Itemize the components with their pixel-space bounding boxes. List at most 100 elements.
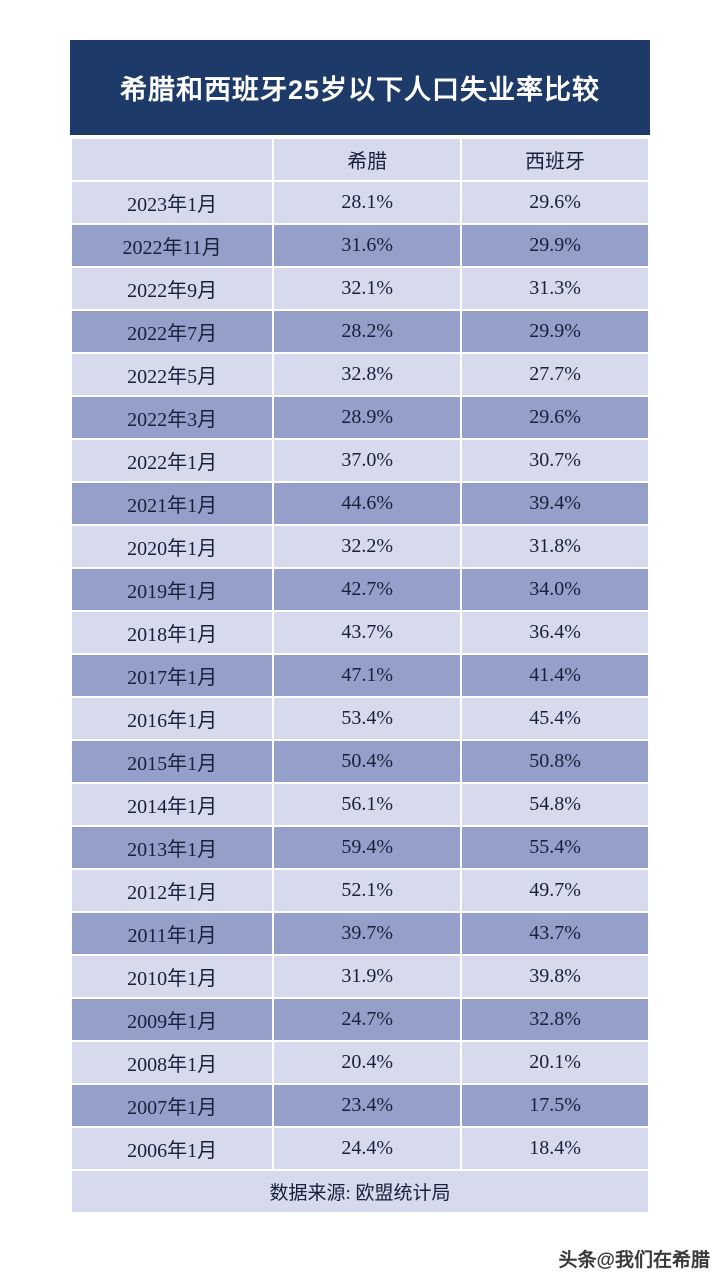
greece-value: 39.7% xyxy=(272,911,463,956)
spain-value: 36.4% xyxy=(460,610,650,655)
table-footer: 数据来源: 欧盟统计局 xyxy=(70,1169,650,1214)
greece-value: 47.1% xyxy=(272,653,463,698)
table-row: 2009年1月 24.7% 32.8% xyxy=(69,997,650,1042)
greece-value: 52.1% xyxy=(272,868,463,913)
row-label: 2013年1月 xyxy=(69,825,275,870)
spain-value: 32.8% xyxy=(460,997,650,1042)
row-label: 2022年7月 xyxy=(69,309,275,354)
greece-value: 24.4% xyxy=(272,1126,463,1171)
row-label: 2023年1月 xyxy=(69,180,275,225)
greece-value: 31.9% xyxy=(272,954,463,999)
row-label: 2022年5月 xyxy=(69,352,275,397)
greece-value: 50.4% xyxy=(272,739,463,784)
row-label: 2006年1月 xyxy=(69,1126,275,1171)
spain-value: 55.4% xyxy=(460,825,650,870)
greece-value: 43.7% xyxy=(272,610,463,655)
spain-value: 18.4% xyxy=(460,1126,650,1171)
spain-value: 50.8% xyxy=(460,739,650,784)
watermark: 头条@我们在希腊 xyxy=(558,1250,710,1271)
header-row: 希腊 西班牙 xyxy=(69,137,650,182)
table-row: 2019年1月 42.7% 34.0% xyxy=(69,567,650,612)
row-label: 2008年1月 xyxy=(69,1040,275,1085)
row-label: 2020年1月 xyxy=(69,524,275,569)
row-label: 2022年9月 xyxy=(69,266,275,311)
spain-value: 41.4% xyxy=(460,653,650,698)
table-row: 2022年7月 28.2% 29.9% xyxy=(69,309,650,354)
unemployment-table: 希腊和西班牙25岁以下人口失业率比较 希腊 西班牙 2023年1月 28.1% 29… xyxy=(69,40,650,1214)
row-label: 2022年11月 xyxy=(69,223,275,268)
spain-value: 49.7% xyxy=(460,868,650,913)
table-title: 希腊和西班牙25岁以下人口失业率比较 xyxy=(70,40,650,135)
table-row: 2010年1月 31.9% 39.8% xyxy=(69,954,650,999)
greece-value: 32.8% xyxy=(272,352,463,397)
table-row: 2022年9月 32.1% 31.3% xyxy=(69,266,650,311)
table-row: 2017年1月 47.1% 41.4% xyxy=(69,653,650,698)
table-row: 2021年1月 44.6% 39.4% xyxy=(69,481,650,526)
greece-value: 20.4% xyxy=(272,1040,463,1085)
greece-value: 59.4% xyxy=(272,825,463,870)
table-row: 2008年1月 20.4% 20.1% xyxy=(69,1040,650,1085)
row-label: 2009年1月 xyxy=(69,997,275,1042)
row-label: 2022年3月 xyxy=(69,395,275,440)
greece-value: 56.1% xyxy=(272,782,463,827)
row-label: 2017年1月 xyxy=(69,653,275,698)
greece-value: 32.2% xyxy=(272,524,463,569)
greece-value: 37.0% xyxy=(272,438,463,483)
table-row: 2012年1月 52.1% 49.7% xyxy=(69,868,650,913)
greece-value: 42.7% xyxy=(272,567,463,612)
table-row: 2022年3月 28.9% 29.6% xyxy=(69,395,650,440)
greece-value: 24.7% xyxy=(272,997,463,1042)
spain-value: 54.8% xyxy=(460,782,650,827)
header-cell-period xyxy=(69,137,275,182)
table-row: 2015年1月 50.4% 50.8% xyxy=(69,739,650,784)
row-label: 2014年1月 xyxy=(69,782,275,827)
table-body: 2023年1月 28.1% 29.6% 2022年11月 31.6% 29.9% 2022年… xyxy=(69,180,650,1171)
spain-value: 30.7% xyxy=(460,438,650,483)
spain-value: 29.9% xyxy=(460,309,650,354)
spain-value: 39.8% xyxy=(460,954,650,999)
row-label: 2022年1月 xyxy=(69,438,275,483)
table-row: 2022年5月 32.8% 27.7% xyxy=(69,352,650,397)
spain-value: 29.9% xyxy=(460,223,650,268)
table-row: 2014年1月 56.1% 54.8% xyxy=(69,782,650,827)
table-row: 2020年1月 32.2% 31.8% xyxy=(69,524,650,569)
spain-value: 31.3% xyxy=(460,266,650,311)
row-label: 2010年1月 xyxy=(69,954,275,999)
data-table: 希腊 西班牙 2023年1月 28.1% 29.6% 2022年11月 31.6% 29.… xyxy=(69,137,650,1214)
data-source: 数据来源: 欧盟统计局 xyxy=(70,1169,650,1214)
spain-value: 17.5% xyxy=(460,1083,650,1128)
header-cell-spain: 西班牙 xyxy=(460,137,650,182)
table-row: 2023年1月 28.1% 29.6% xyxy=(69,180,650,225)
spain-value: 29.6% xyxy=(460,180,650,225)
greece-value: 28.1% xyxy=(272,180,463,225)
spain-value: 43.7% xyxy=(460,911,650,956)
spain-value: 45.4% xyxy=(460,696,650,741)
source-row: 数据来源: 欧盟统计局 xyxy=(70,1169,650,1214)
header-cell-greece: 希腊 xyxy=(272,137,463,182)
spain-value: 34.0% xyxy=(460,567,650,612)
table-row: 2022年1月 37.0% 30.7% xyxy=(69,438,650,483)
row-label: 2021年1月 xyxy=(69,481,275,526)
table-row: 2018年1月 43.7% 36.4% xyxy=(69,610,650,655)
spain-value: 27.7% xyxy=(460,352,650,397)
row-label: 2011年1月 xyxy=(69,911,275,956)
greece-value: 32.1% xyxy=(272,266,463,311)
greece-value: 28.2% xyxy=(272,309,463,354)
greece-value: 44.6% xyxy=(272,481,463,526)
row-label: 2007年1月 xyxy=(69,1083,275,1128)
greece-value: 53.4% xyxy=(272,696,463,741)
row-label: 2016年1月 xyxy=(69,696,275,741)
greece-value: 28.9% xyxy=(272,395,463,440)
table-row: 2016年1月 53.4% 45.4% xyxy=(69,696,650,741)
row-label: 2018年1月 xyxy=(69,610,275,655)
spain-value: 31.8% xyxy=(460,524,650,569)
table-row: 2006年1月 24.4% 18.4% xyxy=(69,1126,650,1171)
greece-value: 23.4% xyxy=(272,1083,463,1128)
row-label: 2012年1月 xyxy=(69,868,275,913)
table-row: 2007年1月 23.4% 17.5% xyxy=(69,1083,650,1128)
spain-value: 20.1% xyxy=(460,1040,650,1085)
row-label: 2019年1月 xyxy=(69,567,275,612)
row-label: 2015年1月 xyxy=(69,739,275,784)
table-row: 2011年1月 39.7% 43.7% xyxy=(69,911,650,956)
